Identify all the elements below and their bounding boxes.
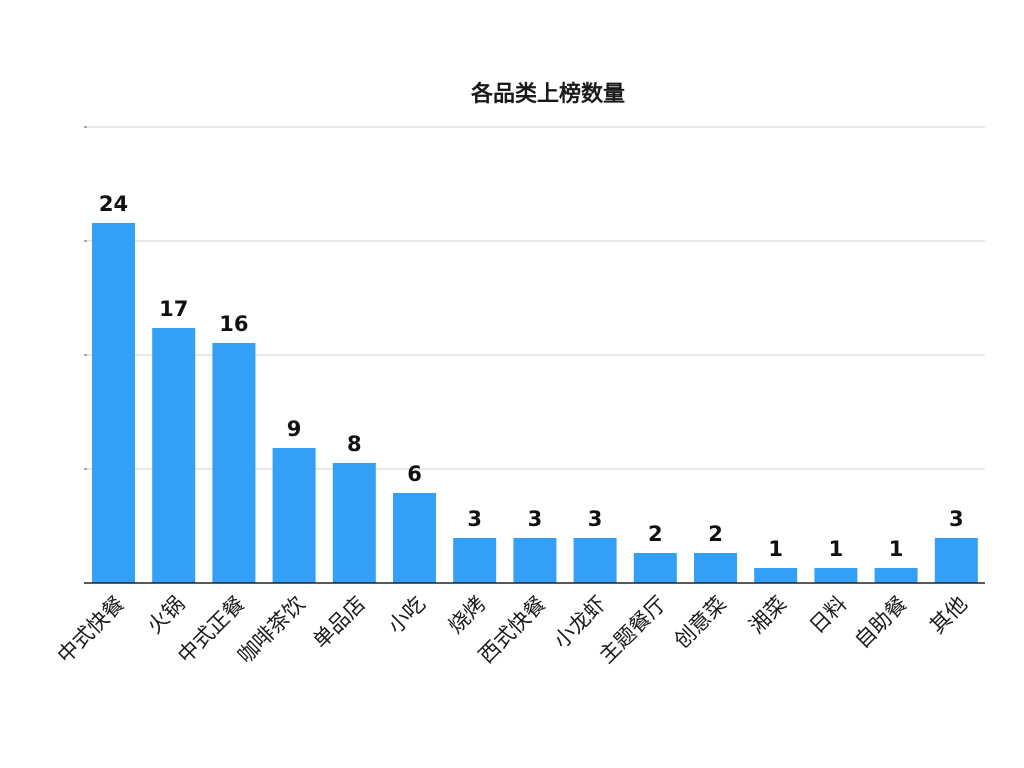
bar [212,343,256,583]
bar [874,568,918,583]
value-label: 3 [528,507,543,531]
category-label: 咖啡茶饮 [233,592,309,668]
bar [272,448,316,583]
value-label: 16 [219,312,248,336]
bar [754,568,798,583]
category-label: 创意菜 [670,592,732,654]
category-label: 西式快餐 [474,592,550,668]
value-label: 8 [347,432,362,456]
bars [92,223,978,583]
value-label: 3 [467,507,482,531]
category-label: 火锅 [143,592,190,639]
bar [633,553,677,583]
value-labels: 24 17 16 9 8 6 3 3 3 2 2 1 1 1 3 [99,192,964,561]
value-label: 6 [407,462,422,486]
bar [573,538,617,583]
value-label: 17 [159,297,188,321]
category-label: 日料 [805,592,852,639]
category-label: 其他 [925,592,972,639]
value-label: 1 [889,537,904,561]
bar [694,553,737,583]
bar [934,538,978,583]
category-label: 单品店 [308,592,370,654]
category-label: 烧烤 [444,592,491,639]
bar [92,223,135,583]
category-label: 湘菜 [745,592,792,639]
value-label: 1 [768,537,783,561]
chart-title: 各品类上榜数量 [470,81,625,107]
value-label: 9 [287,417,302,441]
bar [513,538,557,583]
category-label: 小吃 [383,592,430,639]
value-label: 2 [708,522,723,546]
value-label: 3 [949,507,964,531]
bar [453,538,497,583]
bar [332,463,376,583]
category-label: 中式快餐 [53,592,129,668]
category-label: 主题餐厅 [594,592,670,668]
category-label: 自助餐 [850,592,912,654]
bar [393,493,436,583]
value-label: 24 [99,192,128,216]
value-label: 1 [829,537,844,561]
bar [152,328,196,583]
value-label: 2 [648,522,663,546]
bar [814,568,858,583]
value-label: 3 [588,507,603,531]
